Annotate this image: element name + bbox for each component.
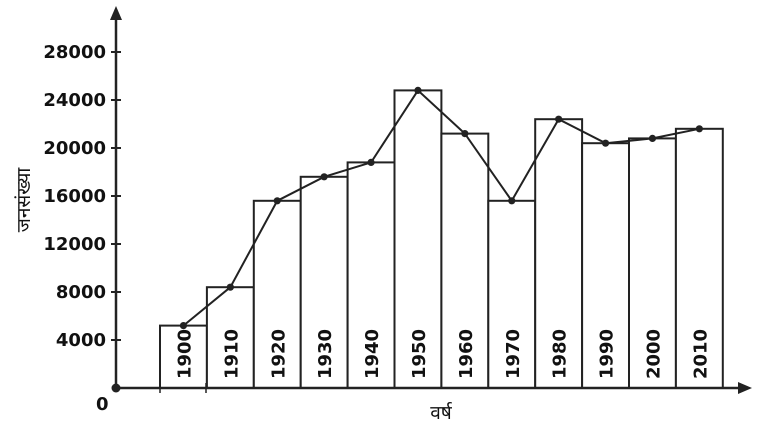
category-label-1920: 1920 xyxy=(268,329,289,379)
point-1910 xyxy=(226,283,234,291)
category-label-2000: 2000 xyxy=(643,329,664,379)
y-tick-label-8000: 8000 xyxy=(56,282,106,303)
y-tick-label-20000: 20000 xyxy=(43,138,106,159)
bar-1970 xyxy=(487,199,537,389)
point-2010 xyxy=(695,125,703,133)
point-1960 xyxy=(461,130,469,138)
axes: 0 जनसंख्या वर्ष xyxy=(13,6,752,424)
point-1920 xyxy=(273,197,281,205)
x-axis-arrow-icon xyxy=(738,382,752,394)
category-label-1960: 1960 xyxy=(456,329,477,379)
bar-1990 xyxy=(581,142,630,389)
category-label-1990: 1990 xyxy=(597,329,618,379)
x-axis-title: वर्ष xyxy=(430,401,453,424)
category-label-1930: 1930 xyxy=(315,329,336,379)
point-1900 xyxy=(179,322,188,330)
polygon-line xyxy=(182,88,700,327)
bar-1910 xyxy=(205,286,255,390)
point-1940 xyxy=(367,158,375,166)
y-axis-title: जनसंख्या xyxy=(13,167,35,233)
origin-dot xyxy=(111,383,121,393)
category-label-1900: 1900 xyxy=(174,329,195,379)
bar-1950 xyxy=(393,89,443,390)
point-1950 xyxy=(414,86,422,94)
category-label-1940: 1940 xyxy=(362,329,383,379)
category-label-2010: 2010 xyxy=(690,329,711,379)
point-1990 xyxy=(601,139,610,147)
origin-label: 0 xyxy=(96,394,109,415)
y-ticks: 4000 8000 12000 16000 20000 24000 28000 xyxy=(43,42,121,351)
point-1980 xyxy=(555,115,563,123)
category-label-1950: 1950 xyxy=(409,329,430,379)
bars-layer xyxy=(159,89,724,390)
bar-1900 xyxy=(159,324,208,390)
y-tick-label-28000: 28000 xyxy=(43,42,106,63)
y-tick-label-16000: 16000 xyxy=(43,186,106,207)
y-tick-label-12000: 12000 xyxy=(43,234,106,255)
frequency-polygon xyxy=(179,86,703,330)
bar-2010 xyxy=(674,127,724,390)
point-1970 xyxy=(508,197,516,205)
point-1930 xyxy=(320,173,328,181)
category-label-1980: 1980 xyxy=(550,329,571,379)
y-axis-arrow-icon xyxy=(110,6,122,20)
y-tick-label-4000: 4000 xyxy=(56,330,106,351)
y-tick-label-24000: 24000 xyxy=(43,90,106,111)
category-label-1910: 1910 xyxy=(221,329,242,379)
category-labels: 1900 1910 1920 1930 1940 1950 1960 1970 1980 1990… xyxy=(174,329,711,379)
category-label-1970: 1970 xyxy=(503,329,524,379)
point-2000 xyxy=(648,134,657,142)
